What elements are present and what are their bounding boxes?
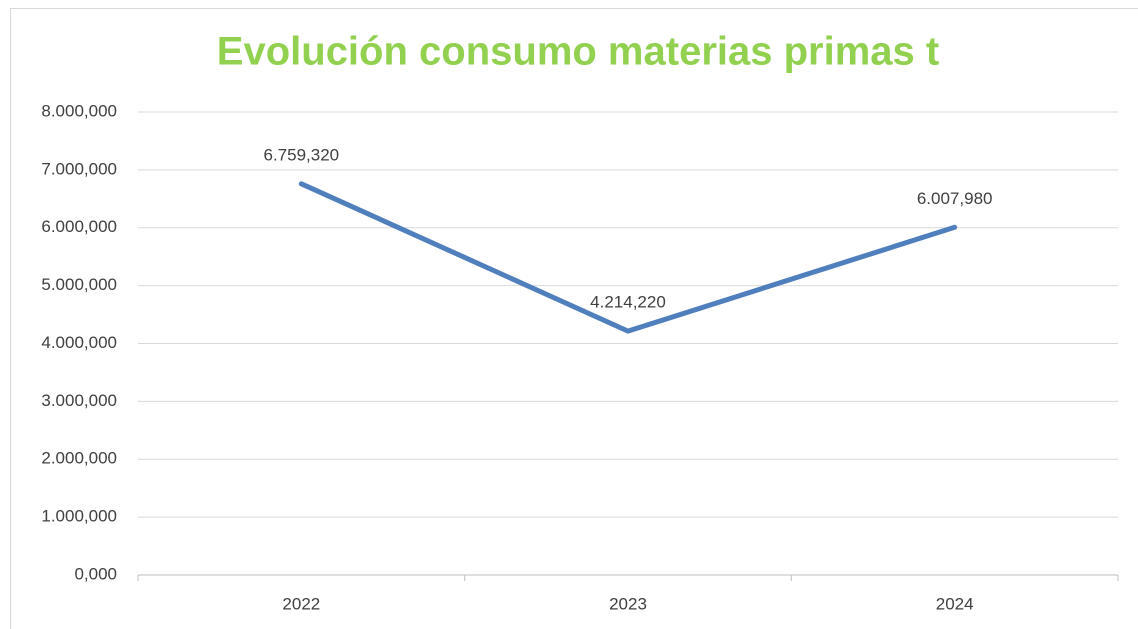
chart-title: Evolución consumo materias primas t bbox=[217, 30, 939, 74]
y-tick-label: 6.000,000 bbox=[41, 217, 117, 236]
y-tick-label: 1.000,000 bbox=[41, 507, 117, 526]
y-tick-label: 0,000 bbox=[74, 564, 117, 583]
x-tick-label: 2022 bbox=[282, 594, 320, 613]
data-label: 6.007,980 bbox=[917, 189, 993, 208]
data-label: 4.214,220 bbox=[590, 293, 666, 312]
data-label: 6.759,320 bbox=[264, 145, 340, 164]
y-tick-label: 8.000,000 bbox=[41, 101, 117, 120]
x-tick-label: 2024 bbox=[936, 594, 974, 613]
y-tick-label: 2.000,000 bbox=[41, 449, 117, 468]
series-line bbox=[298, 181, 958, 334]
y-tick-label: 7.000,000 bbox=[41, 159, 117, 178]
chart-border bbox=[10, 8, 1138, 629]
y-tick-label: 3.000,000 bbox=[41, 391, 117, 410]
y-tick-label: 4.000,000 bbox=[41, 333, 117, 352]
y-tick-label: 5.000,000 bbox=[41, 275, 117, 294]
x-tick-label: 2023 bbox=[609, 594, 647, 613]
